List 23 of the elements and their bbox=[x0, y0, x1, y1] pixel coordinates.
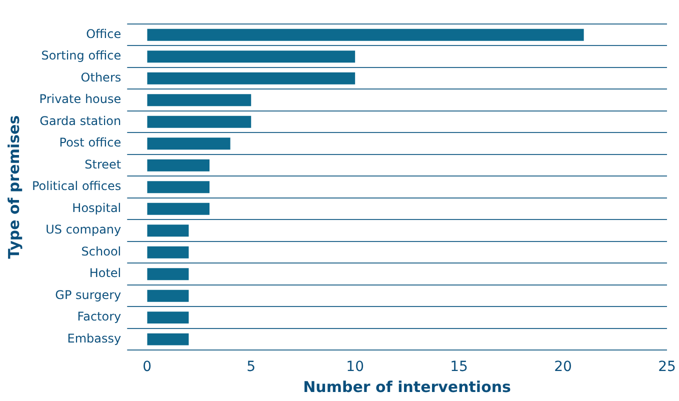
y-tick-label: Post office bbox=[59, 136, 122, 150]
y-tick-label: Embassy bbox=[67, 331, 122, 346]
y-tick-label: Office bbox=[86, 27, 122, 41]
x-tick-label: 20 bbox=[554, 359, 572, 376]
x-axis-title: Number of interventions bbox=[303, 378, 512, 396]
y-tick-label: Factory bbox=[77, 310, 122, 324]
y-tick-label: Others bbox=[80, 70, 122, 84]
y-tick-label: Political offices bbox=[32, 179, 122, 194]
x-tick-label: 10 bbox=[346, 359, 364, 376]
y-tick-label: Hotel bbox=[89, 266, 122, 280]
y-tick-label: GP surgery bbox=[55, 288, 122, 302]
x-tick-label: 15 bbox=[450, 359, 468, 376]
y-tick-label: Street bbox=[84, 157, 122, 172]
y-tick-label: School bbox=[81, 244, 122, 258]
y-tick-label: Private house bbox=[39, 92, 122, 106]
y-axis-title: Type of premises bbox=[4, 115, 23, 259]
y-tick-label: US company bbox=[46, 222, 122, 237]
x-tick-label: 0 bbox=[142, 359, 152, 376]
y-tick-label: Hospital bbox=[72, 200, 122, 215]
y-tick-label: Sorting office bbox=[41, 48, 122, 63]
x-tick-label: 5 bbox=[246, 359, 256, 376]
x-tick-label: 25 bbox=[658, 359, 676, 376]
y-tick-label: Garda station bbox=[40, 114, 122, 128]
